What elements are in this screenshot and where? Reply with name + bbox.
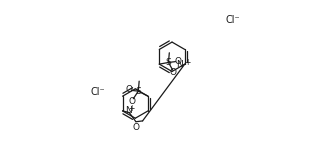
Text: O: O bbox=[125, 85, 133, 94]
Text: S: S bbox=[135, 87, 141, 96]
Text: O: O bbox=[175, 57, 182, 66]
Text: N: N bbox=[176, 60, 183, 69]
Text: S: S bbox=[166, 58, 171, 67]
Text: O: O bbox=[133, 123, 139, 132]
Text: +: + bbox=[185, 58, 191, 67]
Text: Cl⁻: Cl⁻ bbox=[90, 87, 105, 97]
Text: N: N bbox=[125, 106, 132, 115]
Text: O: O bbox=[129, 97, 136, 106]
Text: +: + bbox=[128, 104, 134, 113]
Text: O: O bbox=[170, 68, 177, 77]
Text: Cl⁻: Cl⁻ bbox=[226, 15, 240, 25]
